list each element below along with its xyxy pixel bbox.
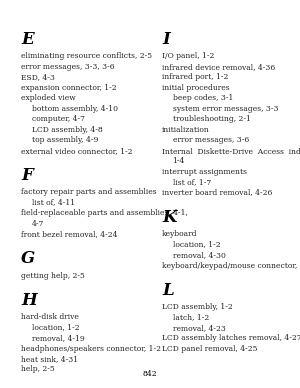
Text: eliminating resource conflicts, 2-5: eliminating resource conflicts, 2-5 bbox=[21, 52, 152, 61]
Text: expansion connector, 1-2: expansion connector, 1-2 bbox=[21, 84, 117, 92]
Text: error messages, 3-3, 3-6: error messages, 3-3, 3-6 bbox=[21, 63, 115, 71]
Text: top assembly, 4-9: top assembly, 4-9 bbox=[32, 136, 98, 144]
Text: heat sink, 4-31: heat sink, 4-31 bbox=[21, 355, 78, 363]
Text: factory repair parts and assemblies: factory repair parts and assemblies bbox=[21, 188, 157, 196]
Text: F: F bbox=[21, 167, 33, 184]
Text: inverter board removal, 4-26: inverter board removal, 4-26 bbox=[162, 189, 272, 197]
Text: headphones/speakers connector, 1-2: headphones/speakers connector, 1-2 bbox=[21, 345, 161, 353]
Text: system error messages, 3-3: system error messages, 3-3 bbox=[172, 105, 278, 113]
Text: Internal  Diskette-Drive  Access  indicator,: Internal Diskette-Drive Access indicator… bbox=[162, 147, 300, 155]
Text: L: L bbox=[162, 282, 174, 299]
Text: LCD panel removal, 4-25: LCD panel removal, 4-25 bbox=[162, 345, 257, 353]
Text: computer, 4-7: computer, 4-7 bbox=[32, 115, 85, 123]
Text: 1-4: 1-4 bbox=[172, 157, 185, 165]
Text: infrared port, 1-2: infrared port, 1-2 bbox=[162, 73, 228, 81]
Text: LCD assembly, 4-8: LCD assembly, 4-8 bbox=[32, 126, 102, 134]
Text: keyboard: keyboard bbox=[162, 230, 197, 238]
Text: removal, 4-19: removal, 4-19 bbox=[32, 334, 84, 342]
Text: location, 1-2: location, 1-2 bbox=[32, 324, 79, 332]
Text: getting help, 2-5: getting help, 2-5 bbox=[21, 272, 85, 280]
Text: hard-disk drive: hard-disk drive bbox=[21, 313, 79, 321]
Text: keyboard/keypad/mouse connector, 1-2: keyboard/keypad/mouse connector, 1-2 bbox=[162, 262, 300, 270]
Text: I: I bbox=[162, 31, 170, 48]
Text: exploded view: exploded view bbox=[21, 94, 76, 102]
Text: external video connector, 1-2: external video connector, 1-2 bbox=[21, 147, 133, 155]
Text: 842: 842 bbox=[143, 370, 157, 378]
Text: E: E bbox=[21, 31, 34, 48]
Text: LCD assembly, 1-2: LCD assembly, 1-2 bbox=[162, 303, 233, 311]
Text: initial procedures: initial procedures bbox=[162, 84, 230, 92]
Text: help, 2-5: help, 2-5 bbox=[21, 365, 55, 374]
Text: K: K bbox=[162, 209, 176, 226]
Text: bottom assembly, 4-10: bottom assembly, 4-10 bbox=[32, 105, 118, 113]
Text: list of, 4-11: list of, 4-11 bbox=[32, 199, 75, 207]
Text: 4-7: 4-7 bbox=[32, 220, 44, 228]
Text: error messages, 3-6: error messages, 3-6 bbox=[172, 136, 249, 144]
Text: H: H bbox=[21, 292, 37, 309]
Text: troubleshooting, 2-1: troubleshooting, 2-1 bbox=[172, 115, 250, 123]
Text: list of, 1-7: list of, 1-7 bbox=[172, 178, 211, 186]
Text: field-replaceable parts and assemblies, 4-1,: field-replaceable parts and assemblies, … bbox=[21, 209, 188, 217]
Text: LCD assembly latches removal, 4-27: LCD assembly latches removal, 4-27 bbox=[162, 334, 300, 343]
Text: removal, 4-23: removal, 4-23 bbox=[172, 324, 225, 332]
Text: latch, 1-2: latch, 1-2 bbox=[172, 314, 209, 322]
Text: infrared device removal, 4-36: infrared device removal, 4-36 bbox=[162, 63, 275, 71]
Text: initialization: initialization bbox=[162, 126, 210, 134]
Text: location, 1-2: location, 1-2 bbox=[172, 241, 220, 249]
Text: removal, 4-30: removal, 4-30 bbox=[172, 251, 225, 259]
Text: G: G bbox=[21, 250, 35, 267]
Text: front bezel removal, 4-24: front bezel removal, 4-24 bbox=[21, 230, 118, 238]
Text: I/O panel, 1-2: I/O panel, 1-2 bbox=[162, 52, 214, 61]
Text: beep codes, 3-1: beep codes, 3-1 bbox=[172, 94, 233, 102]
Text: interrupt assignments: interrupt assignments bbox=[162, 168, 247, 176]
Text: ESD, 4-3: ESD, 4-3 bbox=[21, 73, 55, 81]
